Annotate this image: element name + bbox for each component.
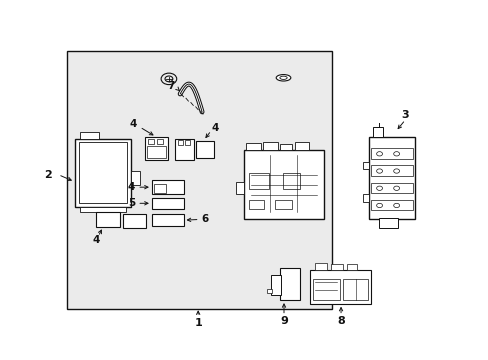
Bar — [368, 137, 414, 220]
Bar — [157, 139, 162, 144]
Bar — [378, 219, 397, 228]
Bar — [80, 207, 126, 212]
Text: 4: 4 — [129, 120, 137, 129]
Bar — [131, 171, 140, 185]
Bar — [148, 139, 154, 144]
Ellipse shape — [276, 75, 290, 81]
Bar — [280, 144, 292, 149]
Bar — [80, 132, 99, 139]
Bar — [263, 141, 277, 149]
Bar — [195, 140, 214, 158]
Bar — [315, 263, 327, 270]
Bar — [152, 198, 183, 210]
Bar — [370, 200, 412, 211]
Ellipse shape — [279, 76, 286, 80]
Bar — [75, 139, 131, 207]
Text: 8: 8 — [337, 316, 344, 325]
Bar — [177, 140, 182, 145]
Text: 9: 9 — [280, 316, 287, 325]
Bar — [122, 214, 146, 228]
Bar — [245, 143, 260, 149]
Bar — [275, 200, 292, 209]
Text: 6: 6 — [202, 215, 209, 224]
Bar — [343, 279, 367, 300]
Text: 5: 5 — [127, 198, 135, 208]
Bar — [267, 289, 272, 293]
Bar — [370, 165, 412, 176]
Bar — [147, 146, 165, 158]
Text: 1: 1 — [194, 319, 202, 328]
Bar — [154, 184, 166, 193]
Bar — [370, 183, 412, 193]
Text: 4: 4 — [92, 235, 99, 245]
Bar — [175, 139, 193, 160]
Bar — [152, 214, 183, 226]
Text: 4: 4 — [211, 123, 219, 133]
Bar — [279, 268, 300, 300]
Bar — [249, 200, 264, 209]
Bar — [236, 182, 243, 194]
Bar — [362, 194, 368, 202]
Bar — [152, 180, 183, 194]
Bar — [66, 51, 331, 309]
Bar — [310, 270, 370, 304]
Bar — [362, 162, 368, 169]
Bar — [330, 264, 342, 270]
Text: 7: 7 — [167, 81, 175, 91]
Bar — [96, 212, 120, 226]
Bar — [312, 279, 339, 300]
Bar — [249, 173, 268, 189]
Bar — [294, 142, 309, 149]
Bar — [282, 173, 299, 189]
Text: 4: 4 — [127, 182, 135, 192]
Bar — [346, 264, 356, 270]
Bar — [243, 149, 324, 220]
Text: 2: 2 — [44, 170, 52, 180]
Bar — [144, 137, 167, 160]
Bar — [372, 127, 383, 137]
Bar — [79, 142, 127, 203]
Bar — [370, 148, 412, 159]
Bar — [184, 140, 189, 145]
Bar — [270, 275, 280, 295]
Text: 3: 3 — [401, 111, 408, 121]
